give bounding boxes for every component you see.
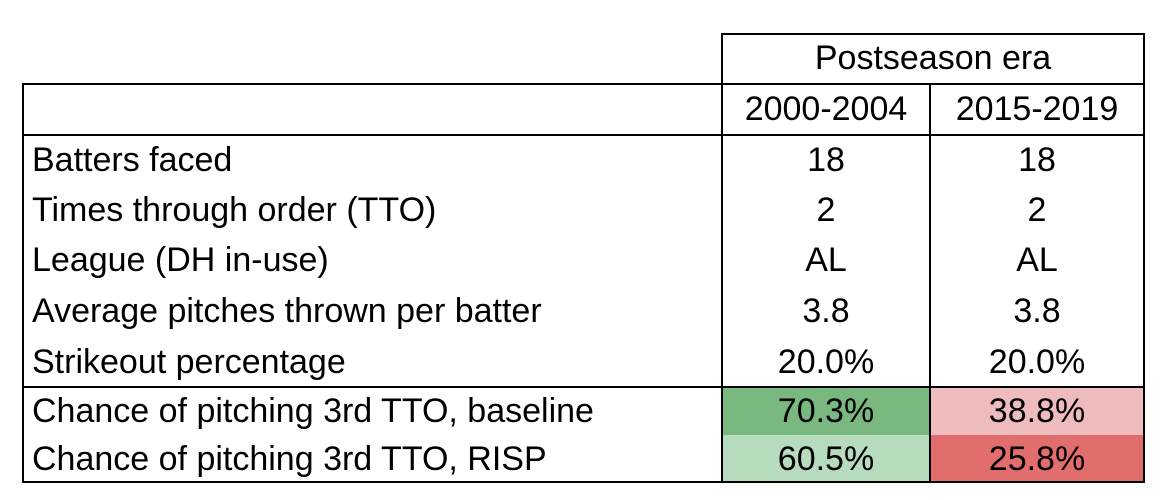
- table-cell: AL: [805, 241, 847, 279]
- column-header: 2000-2004: [744, 90, 908, 128]
- highlight-cell: [722, 387, 930, 435]
- border-line: [22, 83, 1145, 85]
- border-line: [22, 386, 1145, 388]
- table-cell: 18: [807, 141, 845, 179]
- border-line: [22, 481, 1145, 483]
- group-header: Postseason era: [814, 39, 1052, 77]
- border-line: [721, 33, 1145, 35]
- table-cell: 18: [1018, 141, 1056, 179]
- table-cell: 3.8: [802, 291, 850, 330]
- table-cell: 3.8: [1013, 291, 1061, 330]
- row-label: Average pitches thrown per batter: [32, 291, 542, 330]
- border-line: [1143, 33, 1145, 483]
- table-cell: 25.8%: [988, 439, 1086, 478]
- row-label: Chance of pitching 3rd TTO, baseline: [32, 392, 594, 430]
- border-line: [929, 83, 931, 483]
- table-cell: 20.0%: [777, 342, 875, 381]
- table-cell: 2: [1027, 191, 1047, 229]
- border-line: [22, 83, 24, 483]
- column-header: 2015-2019: [955, 90, 1119, 128]
- data-table: Postseason era 2000-2004 2015-2019 Batte…: [22, 33, 1145, 483]
- row-label: Chance of pitching 3rd TTO, RISP: [32, 439, 547, 478]
- border-line: [22, 134, 1145, 136]
- row-label: League (DH in-use): [32, 241, 329, 279]
- table-cell: 60.5%: [777, 439, 875, 478]
- highlight-cell: [722, 435, 930, 482]
- row-label: Times through order (TTO): [32, 191, 437, 229]
- table-cell: 38.8%: [988, 392, 1086, 430]
- row-label: Batters faced: [32, 141, 233, 179]
- border-line: [721, 33, 723, 483]
- highlight-cell: [930, 435, 1144, 482]
- table-cell: 20.0%: [988, 342, 1086, 381]
- table-cell: AL: [1016, 241, 1058, 279]
- highlight-cell: [930, 387, 1144, 435]
- row-label: Strikeout percentage: [32, 342, 346, 381]
- table-cell: 70.3%: [777, 392, 875, 430]
- table-cell: 2: [816, 191, 836, 229]
